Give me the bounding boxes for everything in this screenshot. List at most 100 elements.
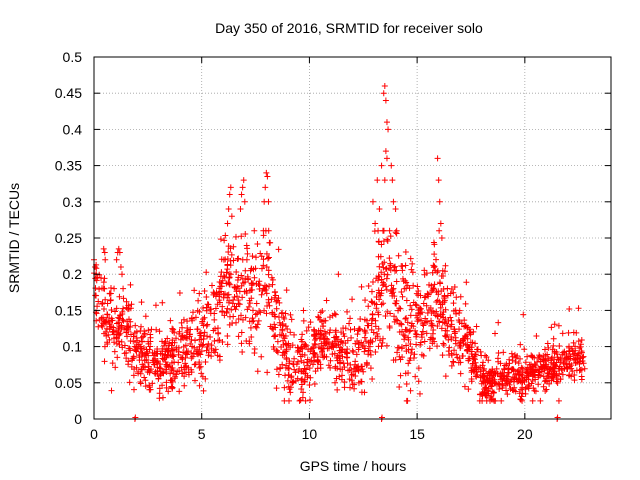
data-point	[292, 377, 299, 384]
data-point	[525, 373, 532, 380]
data-point	[224, 256, 231, 263]
data-point	[165, 342, 172, 349]
data-point	[551, 321, 558, 328]
data-point	[200, 336, 207, 343]
data-point	[561, 365, 568, 372]
data-point	[114, 354, 121, 361]
data-point	[426, 345, 433, 352]
data-point	[180, 316, 187, 323]
data-point	[260, 285, 267, 292]
data-point	[116, 249, 123, 256]
data-point	[396, 305, 403, 312]
data-point	[302, 397, 309, 404]
data-point	[129, 357, 136, 364]
data-point	[419, 334, 426, 341]
data-point	[132, 322, 139, 329]
data-point	[408, 349, 415, 356]
data-point	[440, 272, 447, 279]
data-point	[254, 368, 261, 375]
data-point	[544, 351, 551, 358]
data-point	[440, 340, 447, 347]
data-point	[463, 331, 470, 338]
data-point	[232, 233, 239, 240]
data-point	[286, 386, 293, 393]
data-point	[98, 274, 105, 281]
x-tick-label: 10	[302, 426, 318, 442]
data-point	[407, 302, 414, 309]
data-point	[341, 333, 348, 340]
data-point	[544, 340, 551, 347]
data-point	[387, 310, 394, 317]
data-point	[235, 333, 242, 340]
data-point	[327, 364, 334, 371]
data-point	[314, 353, 321, 360]
data-point	[311, 381, 318, 388]
data-point	[249, 253, 256, 260]
data-point	[197, 341, 204, 348]
data-point	[566, 305, 573, 312]
data-point	[424, 319, 431, 326]
data-point	[398, 262, 405, 269]
x-tick-labels: 0 5 10 15 20	[90, 426, 533, 442]
data-point	[483, 392, 490, 399]
data-point	[93, 310, 100, 317]
data-point	[272, 324, 279, 331]
data-point	[207, 306, 214, 313]
data-point	[141, 330, 148, 337]
data-point	[315, 313, 322, 320]
data-point	[258, 291, 265, 298]
data-point	[243, 242, 250, 249]
data-point	[111, 285, 118, 292]
data-point	[514, 368, 521, 375]
data-point	[376, 206, 383, 213]
data-point	[355, 363, 362, 370]
data-point	[203, 269, 210, 276]
data-point	[472, 359, 479, 366]
data-point	[339, 353, 346, 360]
data-point	[487, 380, 494, 387]
data-point	[108, 387, 115, 394]
data-point	[540, 383, 547, 390]
data-point	[127, 323, 134, 330]
data-point	[551, 356, 558, 363]
data-point	[268, 274, 275, 281]
data-point	[279, 327, 286, 334]
data-point	[275, 246, 282, 253]
data-point	[240, 177, 247, 184]
data-point	[208, 353, 215, 360]
data-point	[369, 376, 376, 383]
data-point	[257, 250, 264, 257]
data-point	[503, 375, 510, 382]
data-point	[275, 371, 282, 378]
data-point	[421, 338, 428, 345]
data-point	[137, 379, 144, 386]
data-point	[396, 320, 403, 327]
data-point	[559, 371, 566, 378]
data-point	[504, 391, 511, 398]
data-point	[159, 394, 166, 401]
data-point	[194, 326, 201, 333]
data-point	[353, 351, 360, 358]
data-point	[211, 337, 218, 344]
data-point	[227, 184, 234, 191]
data-point	[317, 327, 324, 334]
data-point	[228, 306, 235, 313]
data-point	[162, 358, 169, 365]
data-point	[380, 227, 387, 234]
data-point	[197, 351, 204, 358]
data-point	[456, 342, 463, 349]
data-point	[183, 329, 190, 336]
data-point	[224, 305, 231, 312]
data-point	[495, 349, 502, 356]
data-point	[478, 352, 485, 359]
data-point	[92, 285, 99, 292]
data-point	[481, 365, 488, 372]
y-axis-label: SRMTID / TECUs	[6, 183, 22, 293]
data-point	[411, 351, 418, 358]
data-point	[176, 328, 183, 335]
data-point	[241, 288, 248, 295]
data-point	[159, 382, 166, 389]
data-point	[351, 385, 358, 392]
data-point	[349, 347, 356, 354]
data-point	[413, 302, 420, 309]
